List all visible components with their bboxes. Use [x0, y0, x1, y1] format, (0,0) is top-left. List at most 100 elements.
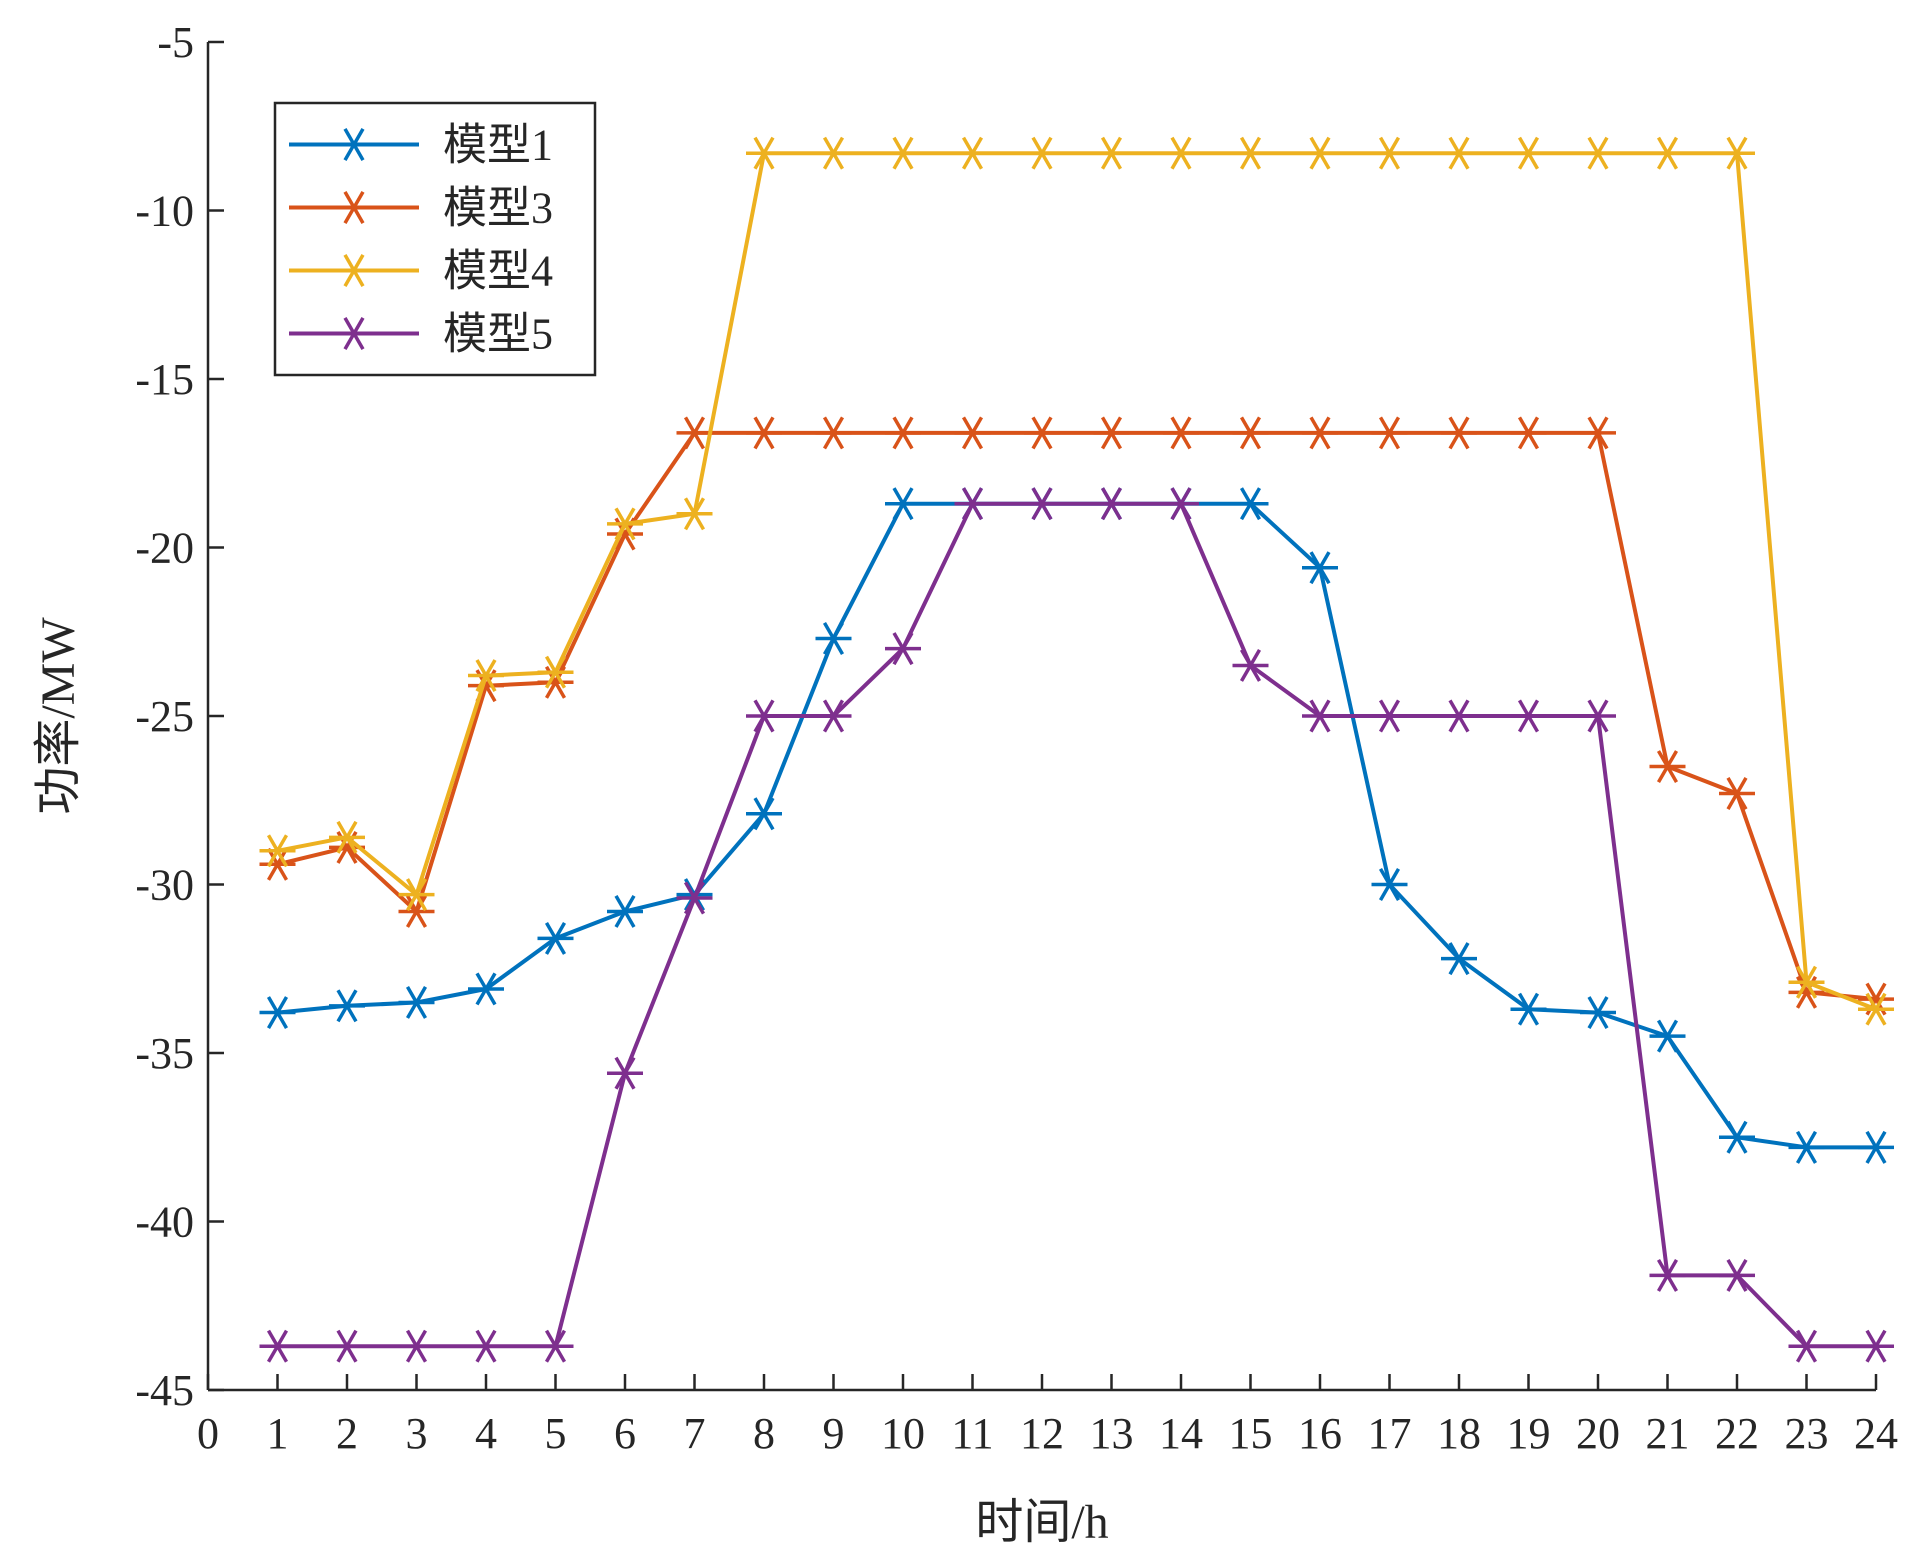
series-layer — [259, 136, 1894, 1363]
data-point — [398, 894, 435, 928]
data-point — [676, 416, 713, 450]
x-tick-label: 21 — [1646, 1409, 1690, 1458]
data-point — [1649, 136, 1686, 170]
data-point — [1232, 136, 1269, 170]
data-point — [259, 847, 296, 881]
y-tick-label: -25 — [135, 692, 194, 741]
data-point — [329, 1329, 365, 1363]
data-point — [815, 136, 852, 170]
data-point — [746, 699, 782, 733]
x-tick-label: 0 — [197, 1409, 219, 1458]
x-tick-label: 11 — [951, 1409, 993, 1458]
x-tick-label: 9 — [823, 1409, 845, 1458]
data-point — [1580, 996, 1616, 1030]
legend-item: 模型4 — [289, 247, 553, 296]
data-point — [676, 497, 713, 531]
x-tick-label: 6 — [614, 1409, 636, 1458]
data-point — [1719, 1258, 1755, 1292]
x-tick-label: 20 — [1576, 1409, 1620, 1458]
legend: 模型1 模型3 模型4 模型5 — [273, 101, 597, 377]
data-point — [1093, 136, 1130, 170]
data-point — [607, 894, 643, 928]
data-point — [607, 1056, 643, 1090]
data-point — [815, 699, 852, 733]
x-tick-label: 16 — [1298, 1409, 1342, 1458]
x-axis-label: 时间/h — [975, 1496, 1108, 1549]
data-point — [329, 820, 365, 854]
series-1 — [259, 487, 1894, 1164]
data-point — [954, 136, 991, 170]
y-tick-label: -35 — [135, 1029, 194, 1078]
legend-marker — [336, 254, 372, 287]
data-point — [1858, 1329, 1894, 1363]
data-point — [885, 632, 921, 666]
data-point — [468, 1329, 504, 1363]
series-line — [277, 501, 1876, 1349]
data-point — [1302, 551, 1338, 585]
data-point — [815, 416, 852, 450]
data-point — [1649, 1019, 1686, 1053]
data-point — [1163, 136, 1199, 170]
legend-box — [273, 101, 597, 377]
legend-label: 模型5 — [443, 310, 553, 359]
data-point — [1232, 648, 1269, 682]
x-tick-label: 1 — [267, 1409, 289, 1458]
data-point — [607, 507, 643, 541]
x-tick-label: 24 — [1854, 1409, 1898, 1458]
y-tick-label: -20 — [135, 524, 194, 573]
x-tick-label: 17 — [1368, 1409, 1412, 1458]
data-point — [398, 985, 435, 1019]
data-point — [468, 659, 504, 693]
data-point — [259, 1329, 296, 1363]
x-tick-label: 18 — [1437, 1409, 1481, 1458]
data-point — [1510, 699, 1547, 733]
data-point — [1858, 1130, 1894, 1164]
data-point — [1024, 136, 1060, 170]
data-point — [537, 655, 574, 689]
data-point — [1232, 487, 1269, 521]
data-point — [398, 1329, 435, 1363]
legend-item: 模型5 — [289, 310, 553, 359]
x-tick-label: 14 — [1159, 1409, 1203, 1458]
legend-label: 模型3 — [443, 184, 553, 233]
y-tick-label: -40 — [135, 1198, 194, 1247]
data-point — [1371, 416, 1408, 450]
x-tick-label: 8 — [753, 1409, 775, 1458]
data-point — [1441, 136, 1477, 170]
data-point — [1371, 699, 1408, 733]
legend-marker — [336, 128, 372, 161]
data-point — [1510, 136, 1547, 170]
data-point — [1302, 136, 1338, 170]
data-point — [259, 834, 296, 868]
data-point — [1580, 136, 1616, 170]
data-point — [1649, 750, 1686, 784]
series-2 — [259, 416, 1894, 1016]
data-point — [815, 622, 852, 655]
x-tick-label: 12 — [1020, 1409, 1064, 1458]
series-line — [277, 430, 1877, 1002]
legend-item: 模型1 — [289, 121, 553, 170]
data-point — [1232, 416, 1269, 450]
data-point — [1649, 1258, 1686, 1292]
data-point — [1441, 416, 1477, 450]
data-point — [954, 487, 991, 521]
data-point — [1719, 136, 1755, 170]
series-3 — [259, 136, 1894, 1026]
data-point — [1441, 699, 1477, 733]
x-tick-label: 5 — [545, 1409, 567, 1458]
legend-label: 模型4 — [443, 247, 553, 296]
data-point — [1858, 992, 1894, 1026]
x-tick-label: 23 — [1785, 1409, 1829, 1458]
data-point — [398, 878, 435, 912]
data-point — [1580, 416, 1616, 450]
data-point — [1510, 416, 1547, 450]
data-point — [746, 797, 782, 831]
legend-marker — [336, 191, 372, 224]
data-point — [1441, 942, 1477, 976]
data-point — [1302, 416, 1338, 450]
legend-label: 模型1 — [443, 121, 553, 170]
x-tick-label: 7 — [684, 1409, 706, 1458]
data-point — [1163, 416, 1199, 450]
